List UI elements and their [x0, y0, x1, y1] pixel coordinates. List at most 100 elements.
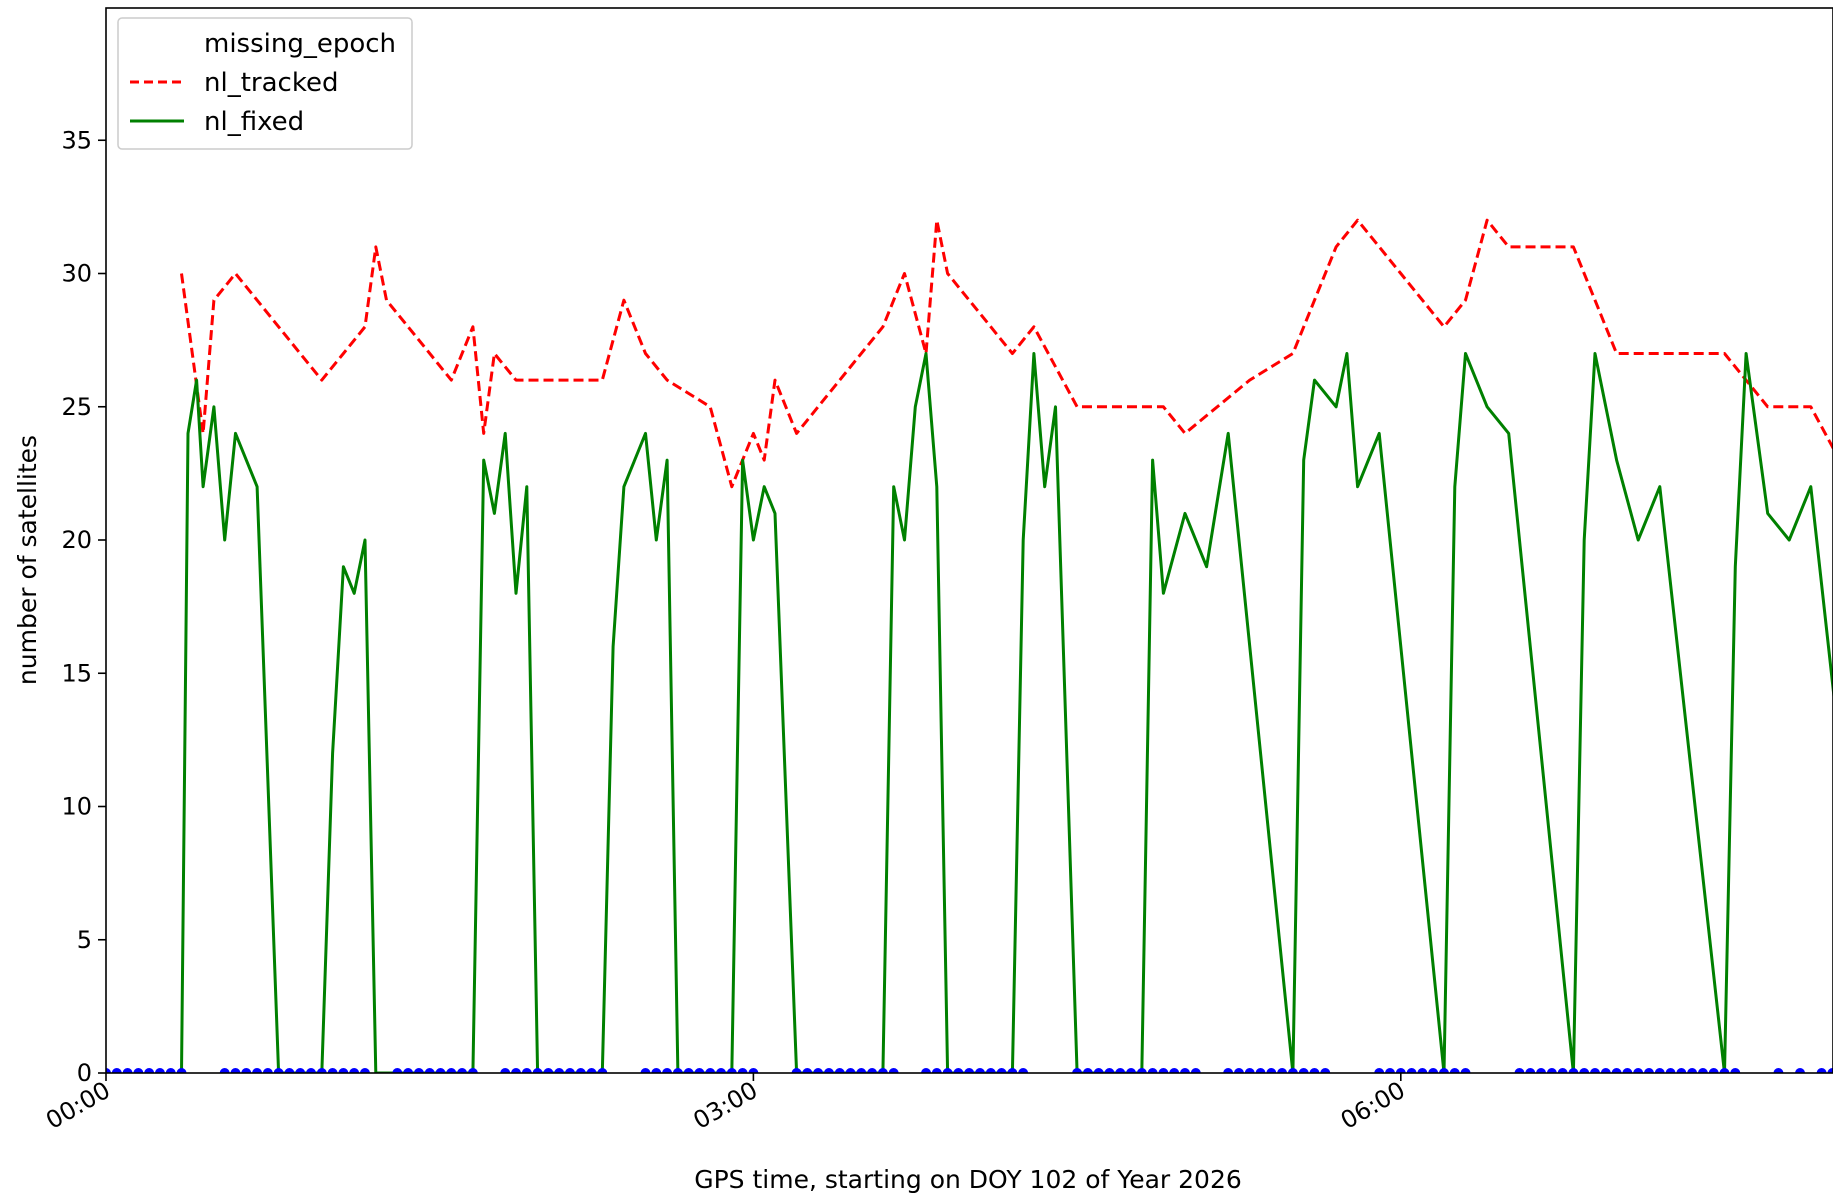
- missing-epoch-point: [262, 1068, 273, 1073]
- missing-epoch-point: [392, 1068, 403, 1073]
- missing-epoch-point: [446, 1068, 457, 1073]
- missing-epoch-point: [564, 1068, 575, 1073]
- missing-epoch-point: [1687, 1068, 1698, 1073]
- missing-epoch-point: [1169, 1068, 1180, 1073]
- missing-epoch-point: [662, 1068, 673, 1073]
- y-tick-label: 15: [61, 659, 92, 687]
- missing-epoch-point: [726, 1068, 737, 1073]
- missing-epoch-point: [1514, 1068, 1525, 1073]
- missing-epoch-point: [1622, 1068, 1633, 1073]
- missing-epoch-point: [1320, 1068, 1331, 1073]
- missing-epoch-point: [867, 1068, 878, 1073]
- missing-epoch-point: [1018, 1068, 1029, 1073]
- missing-epoch-point: [111, 1068, 122, 1073]
- missing-epoch-point: [154, 1068, 165, 1073]
- missing-epoch-point: [1115, 1068, 1126, 1073]
- missing-epoch-point: [1643, 1068, 1654, 1073]
- legend-box: [117, 17, 413, 150]
- y-tick-label: 30: [61, 260, 92, 288]
- missing-epoch-point: [985, 1068, 996, 1073]
- missing-epoch-point: [284, 1068, 295, 1073]
- missing-epoch-point: [1816, 1068, 1827, 1073]
- missing-epoch-point: [532, 1068, 543, 1073]
- missing-epoch-point: [273, 1068, 284, 1073]
- legend-label-missing-epoch: missing_epoch: [204, 29, 396, 59]
- missing-epoch-point: [252, 1068, 263, 1073]
- missing-epoch-point: [122, 1068, 133, 1073]
- missing-epoch-point: [737, 1068, 748, 1073]
- missing-epoch-point: [1374, 1068, 1385, 1073]
- missing-epoch-point: [1676, 1068, 1687, 1073]
- missing-epoch-point: [1546, 1068, 1557, 1073]
- missing-epoch-point: [1460, 1068, 1471, 1073]
- missing-epoch-point: [1406, 1068, 1417, 1073]
- missing-epoch-point: [597, 1068, 608, 1073]
- missing-epoch-point: [640, 1068, 651, 1073]
- missing-epoch-point: [845, 1068, 856, 1073]
- missing-epoch-point: [834, 1068, 845, 1073]
- missing-epoch-point: [349, 1068, 360, 1073]
- missing-epoch-point: [586, 1068, 597, 1073]
- missing-epoch-point: [1697, 1068, 1708, 1073]
- missing-epoch-point: [1007, 1068, 1018, 1073]
- missing-epoch-point: [1395, 1068, 1406, 1073]
- missing-epoch-point: [856, 1068, 867, 1073]
- missing-epoch-point: [1417, 1068, 1428, 1073]
- missing-epoch-point: [144, 1068, 155, 1073]
- missing-epoch-point: [1795, 1068, 1806, 1073]
- missing-epoch-point: [996, 1068, 1007, 1073]
- series-line-nl-fixed: [180, 352, 1833, 1073]
- missing-epoch-point: [316, 1068, 327, 1073]
- missing-epoch-point: [1147, 1068, 1158, 1073]
- missing-epoch-point: [942, 1068, 953, 1073]
- missing-epoch-point: [106, 1068, 111, 1073]
- missing-epoch-point: [1126, 1068, 1137, 1073]
- missing-epoch-point: [176, 1068, 187, 1073]
- y-tick-label: 20: [61, 526, 92, 554]
- missing-epoch-point: [1104, 1068, 1115, 1073]
- missing-epoch-point: [1719, 1068, 1730, 1073]
- missing-epoch-point: [1298, 1068, 1309, 1073]
- missing-epoch-point: [953, 1068, 964, 1073]
- missing-epoch-point: [295, 1068, 306, 1073]
- missing-epoch-point: [219, 1068, 230, 1073]
- missing-epoch-point: [1072, 1068, 1083, 1073]
- missing-epoch-point: [575, 1068, 586, 1073]
- missing-epoch-point: [1449, 1068, 1460, 1073]
- missing-epoch-point: [877, 1068, 888, 1073]
- missing-epoch-point: [1708, 1068, 1719, 1073]
- missing-epoch-point: [1665, 1068, 1676, 1073]
- missing-epoch-point: [1093, 1068, 1104, 1073]
- series-missing-epoch: [106, 1068, 1833, 1073]
- y-tick-label: 35: [61, 126, 92, 154]
- missing-epoch-point: [165, 1068, 176, 1073]
- missing-epoch-point: [964, 1068, 975, 1073]
- missing-epoch-point: [1600, 1068, 1611, 1073]
- missing-epoch-point: [1244, 1068, 1255, 1073]
- missing-epoch-point: [931, 1068, 942, 1073]
- missing-epoch-point: [1730, 1068, 1741, 1073]
- missing-epoch-point: [241, 1068, 252, 1073]
- missing-epoch-point: [1233, 1068, 1244, 1073]
- missing-epoch-point: [1266, 1068, 1277, 1073]
- missing-epoch-point: [435, 1068, 446, 1073]
- missing-epoch-point: [306, 1068, 317, 1073]
- missing-epoch-point: [651, 1068, 662, 1073]
- missing-epoch-point: [1438, 1068, 1449, 1073]
- legend-label-nl-fixed: nl_fixed: [204, 107, 304, 137]
- missing-epoch-point: [1255, 1068, 1266, 1073]
- missing-epoch-point: [554, 1068, 565, 1073]
- y-axis-label: number of satellites: [13, 435, 42, 685]
- legend-label-nl-tracked: nl_tracked: [204, 68, 338, 98]
- missing-epoch-point: [705, 1068, 716, 1073]
- missing-epoch-point: [1633, 1068, 1644, 1073]
- missing-epoch-point: [1827, 1068, 1833, 1073]
- missing-epoch-point: [1654, 1068, 1665, 1073]
- missing-epoch-point: [467, 1068, 478, 1073]
- missing-epoch-point: [1611, 1068, 1622, 1073]
- missing-epoch-point: [1190, 1068, 1201, 1073]
- missing-epoch-point: [1136, 1068, 1147, 1073]
- missing-epoch-point: [133, 1068, 144, 1073]
